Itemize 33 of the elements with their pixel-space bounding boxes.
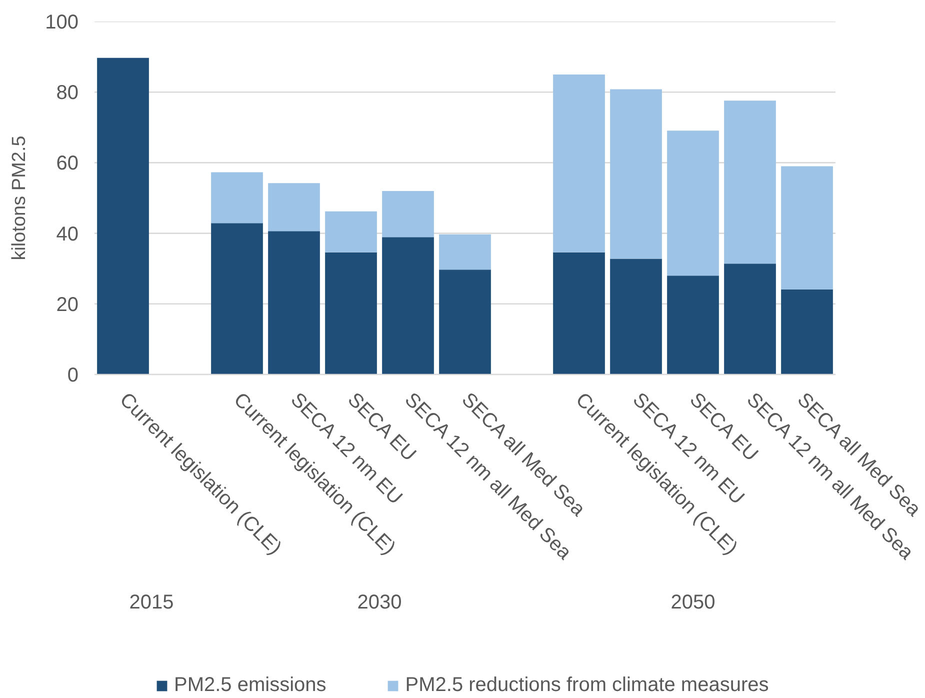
bar bbox=[211, 172, 263, 224]
text: 2050 bbox=[670, 592, 716, 614]
bar bbox=[325, 211, 377, 252]
bar bbox=[610, 258, 662, 374]
bar bbox=[268, 183, 320, 232]
bar bbox=[325, 252, 377, 374]
text: 2030 bbox=[357, 592, 402, 614]
bar bbox=[667, 276, 719, 374]
bar bbox=[553, 252, 605, 374]
y-axis-title: kilotons PM2.5 bbox=[9, 136, 30, 260]
bar bbox=[439, 270, 491, 374]
y-tick-label: 60 bbox=[56, 152, 79, 175]
bar bbox=[211, 223, 263, 374]
y-tick-label: 0 bbox=[67, 364, 78, 386]
y-tick-label: 20 bbox=[56, 294, 79, 316]
y-tick-label: 40 bbox=[56, 223, 79, 246]
text: 2015 bbox=[129, 592, 174, 614]
bar bbox=[724, 100, 776, 264]
bar bbox=[667, 130, 719, 276]
bar bbox=[610, 89, 662, 259]
legend-label: PM2.5 emissions bbox=[174, 674, 326, 697]
bar bbox=[382, 190, 434, 238]
legend-label: PM2.5 reductions from climate measures bbox=[405, 674, 769, 697]
y-tick-label: 80 bbox=[56, 82, 79, 104]
bar bbox=[724, 264, 776, 374]
bar bbox=[439, 234, 491, 270]
bar bbox=[781, 166, 833, 290]
bar bbox=[781, 289, 833, 374]
bar bbox=[382, 237, 434, 374]
bar bbox=[553, 74, 605, 252]
bar bbox=[268, 231, 320, 374]
y-tick-label: 100 bbox=[45, 12, 79, 34]
bar bbox=[97, 58, 149, 374]
